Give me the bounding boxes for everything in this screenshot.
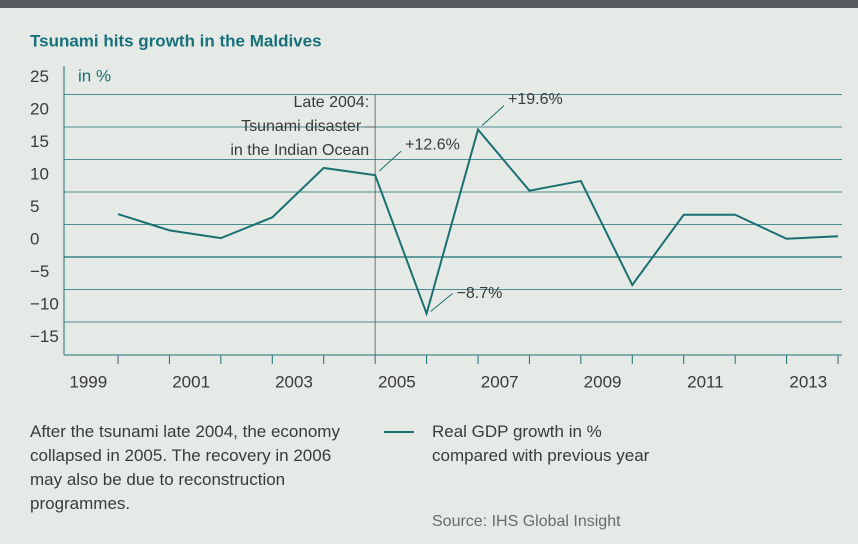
y-unit-label: in % <box>78 66 111 85</box>
legend-swatch <box>384 431 414 433</box>
value-label: +19.6% <box>508 91 563 108</box>
y-tick-label: 20 <box>30 99 49 118</box>
panel <box>0 8 858 544</box>
label-arrow <box>430 293 453 312</box>
y-tick-label: 10 <box>30 164 49 183</box>
x-tick-label: 2007 <box>481 372 519 391</box>
x-tick-label: 2011 <box>687 372 724 391</box>
x-tick-label: 2003 <box>275 372 313 391</box>
x-tick-label: 2001 <box>172 372 210 391</box>
x-tick-label: 2005 <box>378 372 416 391</box>
note: After the tsunami late 2004, the economy… <box>30 422 340 513</box>
y-tick-label: −10 <box>30 294 59 313</box>
series-line <box>117 127 839 317</box>
annotation-text: Tsunami disaster <box>241 118 362 135</box>
annotation-text: Late 2004: <box>294 94 370 111</box>
y-tick-label: 15 <box>30 132 49 151</box>
x-tick-label: 2009 <box>584 372 622 391</box>
label-arrow <box>378 150 402 172</box>
y-tick-label: −15 <box>30 327 59 346</box>
y-tick-label: 25 <box>30 67 49 86</box>
legend: Real GDP growth in % compared with previ… <box>384 420 684 468</box>
y-tick-label: −5 <box>30 262 49 281</box>
label-arrow <box>481 105 505 126</box>
x-tick-label: 2013 <box>789 372 827 391</box>
value-label: −8.7% <box>457 285 503 302</box>
y-tick-label: 0 <box>30 229 39 248</box>
y-tick-label: 5 <box>30 197 39 216</box>
x-tick-label: 1999 <box>69 372 107 391</box>
legend-label: Real GDP growth in % compared with previ… <box>432 422 650 465</box>
value-label: +12.6% <box>405 136 460 153</box>
source: Source: IHS Global Insight <box>432 513 621 530</box>
chart-title: Tsunami hits growth in the Maldives <box>30 31 322 50</box>
annotation-text: in the Indian Ocean <box>230 142 369 159</box>
